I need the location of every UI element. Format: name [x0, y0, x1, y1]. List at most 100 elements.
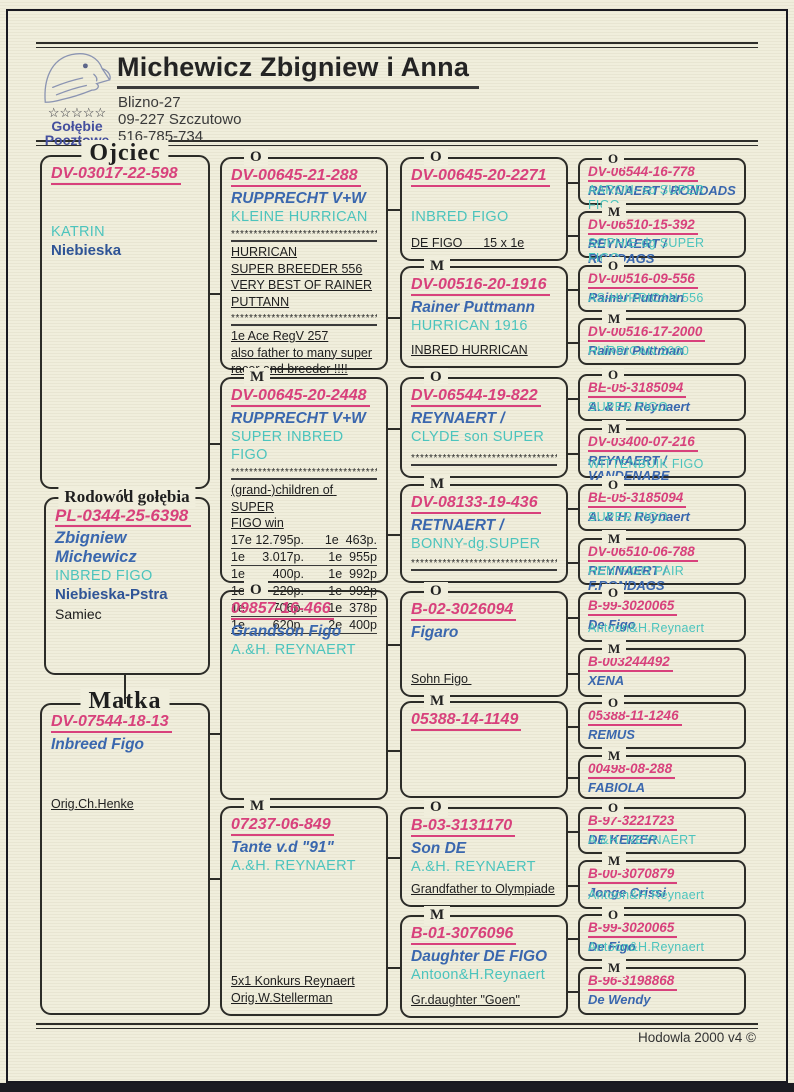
- pedigree-box: M B-003244492 XENA: [578, 640, 746, 697]
- pigeon-name: XENA: [588, 673, 625, 688]
- pigeon-name: REYNAERT /: [411, 410, 505, 427]
- connector-stub: [566, 777, 578, 779]
- note-line: FIGO win: [231, 516, 284, 530]
- pedigree-box: O BE-05-3185094 A. & H. Reynaert SUPER FIGO: [578, 366, 746, 421]
- note-line: Orig.W.Stellerman: [231, 990, 333, 1005]
- strain-name: A.&H. REYNAERT: [411, 859, 536, 875]
- connector-stub: [566, 726, 578, 728]
- note-line: 5x1 Konkurs Reynaert: [231, 974, 355, 988]
- sex-label: M: [424, 906, 451, 924]
- pigeon-name: Daughter DE FIGO: [411, 948, 548, 965]
- connector-stub: [566, 235, 578, 237]
- connector-stub: [566, 938, 578, 940]
- pedigree-box: M B-01-3076096 Daughter DE FIGO Antoon&H.Re…: [400, 906, 568, 1018]
- note-line: VERY BEST OF RAINER: [231, 278, 373, 292]
- connector-stub: [566, 991, 578, 993]
- strain-name: SUPER FIGO: [588, 400, 669, 414]
- connector-stub: [208, 878, 220, 880]
- pedigree-box: M DV-03400-07-216 REYNAERT / VANDENABE WITT…: [578, 420, 746, 483]
- sex-label: O: [244, 581, 268, 599]
- color-name: Niebieska: [51, 242, 122, 259]
- pedigree-box: M 05388-14-1149: [400, 692, 568, 798]
- strain-name: HURRICAN 2000: [588, 344, 690, 358]
- origin-note: Orig.Ch.Henke: [51, 797, 134, 811]
- sex-label: O: [424, 368, 448, 386]
- header-logo: ☆☆☆☆☆ Gołębie Pocztowe: [36, 50, 118, 147]
- logo-text-line1: Gołębie: [51, 118, 103, 134]
- connector-line: [124, 489, 126, 498]
- pigeon-name: Son DE: [411, 840, 467, 857]
- pedigree-box: O DV-00645-21-288 RUPPRECHT V+W KLEINE HURR…: [220, 148, 388, 376]
- logo-stars: ☆☆☆☆☆: [47, 105, 107, 120]
- connector-stub: [566, 508, 578, 510]
- strain-name: INBRED FIGO: [411, 209, 509, 225]
- connector-line: [124, 675, 126, 704]
- pigeon-name: RUPPRECHT V+W: [231, 190, 366, 207]
- ring-number: B-003244492: [588, 654, 673, 672]
- connector-stub: [566, 398, 578, 400]
- connector-stub: [566, 342, 578, 344]
- pedigree-box: O B-03-3131170 Son DE A.&H. REYNAERT Grandfa…: [400, 798, 568, 907]
- ring-number: DV-00516-20-1916: [411, 275, 550, 296]
- scan-edge: [0, 1083, 794, 1092]
- pigeon-name: Grandson Figo: [231, 623, 342, 640]
- results-row: 1e 706p. 1e 378p.: [231, 600, 377, 617]
- pedigree-box: M B-00-3070879 Jonge Crissi Antoon&H.Reynae…: [578, 852, 746, 909]
- mother-box: Matka DV-07544-18-13 Inbreed Figo Orig.C…: [40, 688, 210, 1015]
- connector-stub: [566, 182, 578, 184]
- pigeon-name: RUPPRECHT V+W: [231, 410, 366, 427]
- pigeon-name: KATRIN: [51, 224, 105, 240]
- note-line: PUTTANN: [231, 294, 290, 309]
- strain-name: SUPER INBRED FIGO: [231, 429, 344, 463]
- owner-name: Zbigniew Michewicz: [55, 529, 137, 566]
- sex-label: O: [602, 257, 625, 275]
- strain-name: Antoon&H.Reynaert: [411, 967, 546, 983]
- pigeon-name: De Wendy: [588, 992, 651, 1007]
- sex-label: O: [424, 148, 448, 166]
- rule-footer: [36, 1023, 758, 1029]
- notes-block: Grandfather to Olympiade: [411, 881, 557, 898]
- note-line: *************************************: [231, 467, 377, 480]
- subject-title: Rodowód gołębia: [58, 487, 196, 507]
- strain-name: SUPER FIGO: [588, 510, 669, 524]
- note-line: *************************************: [411, 558, 557, 571]
- pedigree-box: M DV-00645-20-2448 RUPPRECHT V+W SUPER INBR…: [220, 368, 388, 634]
- connector-stub: [388, 428, 400, 430]
- connector-stub: [566, 617, 578, 619]
- notes-block: 5x1 Konkurs Reynaert Orig.W.Stellerman: [231, 973, 377, 1006]
- sex-label: M: [424, 692, 451, 710]
- connector-stub: [388, 967, 400, 969]
- ring-number: B-01-3076096: [411, 924, 517, 945]
- pedigree-box: M DV-06510-06-788 REYNAERT / F.RONDAGS HEN …: [578, 530, 746, 593]
- connector-stub: [566, 562, 578, 564]
- pigeon-name: Tante v.d "91": [231, 839, 334, 856]
- pigeon-head-icon: [44, 53, 111, 103]
- results-row: 1e 620p. 2e 400p.: [231, 617, 377, 634]
- ring-number: B-02-3026094: [411, 600, 517, 621]
- connector-stub: [388, 209, 400, 211]
- notes-block: ************************************* HUR…: [231, 226, 377, 378]
- strain-name: HURRICAN 1916: [411, 318, 528, 334]
- notes-block: Gr.daughter "Goen": [411, 992, 557, 1009]
- sex-name: Samiec: [55, 606, 102, 622]
- header-address-2: 09-227 Szczutowo: [118, 111, 242, 128]
- sex-label: M: [244, 797, 271, 815]
- pedigree-box: O DV-00516-09-556 Rainer Puttman AS-HURRICA…: [578, 257, 746, 312]
- connector-stub: [566, 289, 578, 291]
- ring-number: DV-06544-19-822: [411, 386, 541, 407]
- sex-label: O: [602, 906, 625, 924]
- ring-number: B-03-3131170: [411, 816, 516, 837]
- sex-label: O: [244, 148, 268, 166]
- pedigree-box: O B-02-3026094 Figaro Sohn Figo: [400, 582, 568, 697]
- sex-label: M: [602, 310, 627, 328]
- spacer: [51, 187, 199, 223]
- sex-label: M: [244, 368, 271, 386]
- pedigree-box: O BE-05-3185094 A. & H. Reynaert SUPER FIGO: [578, 476, 746, 531]
- ring-number: 09857-16-466: [231, 599, 334, 620]
- sex-label: M: [424, 475, 451, 493]
- note-line: HURRICAN: [231, 245, 297, 259]
- sex-label: O: [424, 582, 448, 600]
- note-line: Sohn Figo: [411, 671, 472, 686]
